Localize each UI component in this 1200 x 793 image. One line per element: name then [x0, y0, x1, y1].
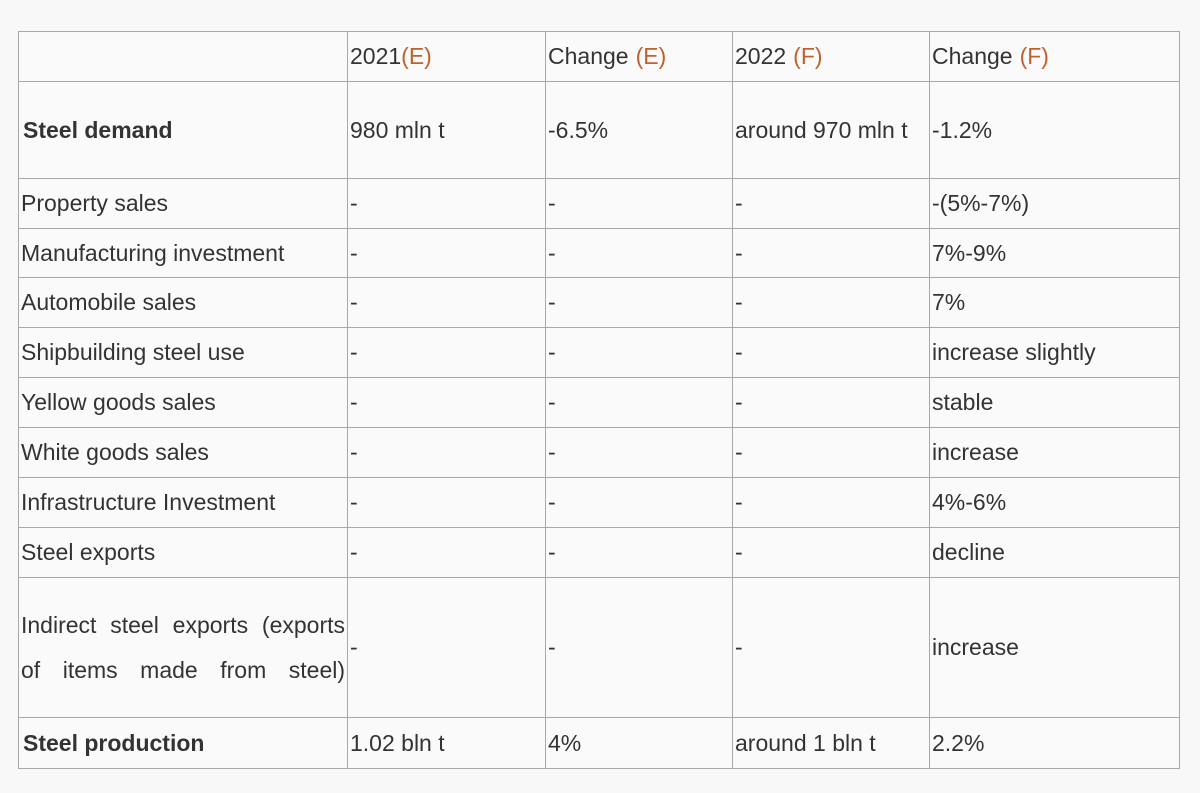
row-label: Yellow goods sales — [18, 377, 348, 428]
row-label: Automobile sales — [18, 277, 348, 328]
table-cell: 980 mln t — [347, 81, 546, 179]
row-label: Indirect steel exports (exports of items… — [18, 577, 348, 718]
table-cell: - — [545, 527, 733, 578]
row-label: Shipbuilding steel use — [18, 327, 348, 378]
row-label: Steel production — [18, 717, 348, 769]
table-cell: - — [545, 178, 733, 229]
table-cell: -1.2% — [929, 81, 1180, 179]
header-text: 2021 — [350, 43, 402, 69]
table-cell: - — [732, 427, 930, 478]
table-cell: - — [732, 477, 930, 528]
table-row: Automobile sales - - -7% — [18, 277, 1180, 328]
table-cell: - — [545, 377, 733, 428]
table-cell: - — [347, 427, 546, 478]
row-label: Infrastructure Investment — [18, 477, 348, 528]
header-cell: 2021(E) — [347, 31, 546, 82]
table-cell: 4%-6% — [929, 477, 1180, 528]
header-text: 2022 — [735, 43, 787, 69]
table-row: Steel demand 980 mln t -6.5% around 970 mln… — [18, 81, 1180, 179]
header-cell — [18, 31, 348, 82]
header-cell: Change (E) — [545, 31, 733, 82]
table-row: Indirect steel exports (exports of items… — [18, 577, 1180, 718]
table-cell: -(5%-7%) — [929, 178, 1180, 229]
header-note: (F) — [1019, 43, 1049, 69]
table-cell: - — [347, 527, 546, 578]
header-cell: 2022 (F) — [732, 31, 930, 82]
table-cell: - — [347, 277, 546, 328]
table-cell: - — [347, 178, 546, 229]
table-row: Property sales - - - -(5%-7%) — [18, 178, 1180, 229]
row-label: White goods sales — [18, 427, 348, 478]
header-note: (F) — [793, 43, 823, 69]
table-cell: - — [347, 327, 546, 378]
table-cell: around 970 mln t — [732, 81, 930, 179]
header-note: (E) — [635, 43, 667, 69]
header-note: (E) — [401, 43, 432, 69]
table-cell: increase slightly — [929, 327, 1180, 378]
table-row: White goods sales - - - increase — [18, 427, 1180, 478]
table-row: Steel production 1.02 bln t 4% around 1 bln… — [18, 717, 1180, 769]
header-row: 2021(E) Change (E) 2022 (F) Change (F) — [18, 31, 1180, 82]
table-cell: 2.2% — [929, 717, 1180, 769]
table-cell: - — [732, 277, 930, 328]
table-cell: - — [732, 228, 930, 278]
row-label: Steel exports — [18, 527, 348, 578]
table-cell: - — [545, 477, 733, 528]
table-cell: 7% — [929, 277, 1180, 328]
row-label: Property sales — [18, 178, 348, 229]
table-cell: 7%-9% — [929, 228, 1180, 278]
table-cell: decline — [929, 527, 1180, 578]
row-label: Steel demand — [18, 81, 348, 179]
table-cell: - — [732, 527, 930, 578]
table-cell: - — [732, 178, 930, 229]
table-row: Yellow goods sales - - - stable — [18, 377, 1180, 428]
table-cell: - — [347, 477, 546, 528]
table-cell: - — [732, 377, 930, 428]
table-row: Steel exports - - - decline — [18, 527, 1180, 578]
table-cell: increase — [929, 577, 1180, 718]
table-cell: -6.5% — [545, 81, 733, 179]
table-cell: - — [545, 577, 733, 718]
table-cell: - — [545, 277, 733, 328]
table-row: Shipbuilding steel use - - - increase slight… — [18, 327, 1180, 378]
table-cell: around 1 bln t — [732, 717, 930, 769]
table-cell: - — [732, 577, 930, 718]
table-cell: 1.02 bln t — [347, 717, 546, 769]
table-cell: - — [545, 327, 733, 378]
table-cell: - — [347, 228, 546, 278]
row-label: Manufacturing investment — [18, 228, 348, 278]
table-row: Manufacturing investment - - -7%-9% — [18, 228, 1180, 278]
table-container: 2021(E) Change (E) 2022 (F) Change (F) Steel de… — [18, 31, 1180, 769]
table-cell: increase — [929, 427, 1180, 478]
header-cell: Change (F) — [929, 31, 1180, 82]
table-cell: - — [545, 228, 733, 278]
table-cell: - — [545, 427, 733, 478]
data-table: 2021(E) Change (E) 2022 (F) Change (F) Steel de… — [18, 31, 1180, 769]
table-cell: 4% — [545, 717, 733, 769]
table-cell: - — [347, 377, 546, 428]
table-cell: - — [347, 577, 546, 718]
header-text: Change — [548, 43, 629, 69]
table-cell: stable — [929, 377, 1180, 428]
table-cell: - — [732, 327, 930, 378]
header-text: Change — [932, 43, 1013, 69]
table-row: Infrastructure Investment - - -4%-6% — [18, 477, 1180, 528]
